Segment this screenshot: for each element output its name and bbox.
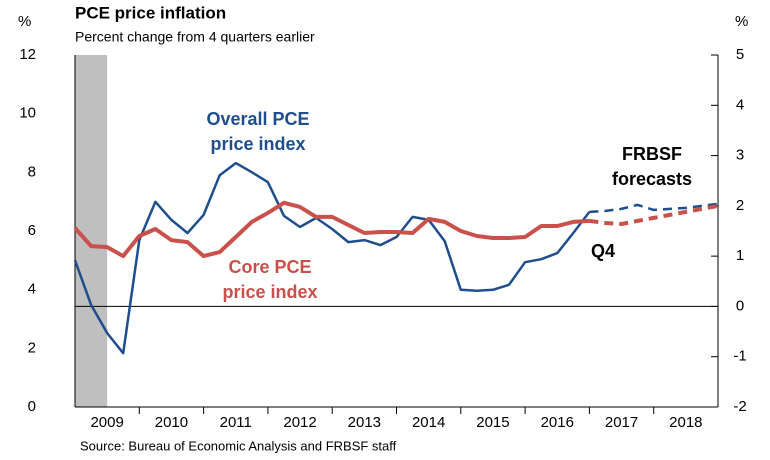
y-tick-label: 10 [19, 105, 36, 122]
y-tick-label: 2 [28, 339, 36, 356]
x-tick-label: 2017 [605, 414, 638, 431]
annotation: Core PCE [228, 257, 311, 277]
y2-tick-label: 3 [736, 147, 744, 164]
y-tick-label: 8 [28, 163, 36, 180]
y2-tick-label: 1 [736, 247, 744, 264]
annotation: Overall PCE [206, 109, 309, 129]
y2-tick-label: 0 [736, 297, 744, 314]
annotation: Q4 [591, 241, 615, 261]
annotation: price index [210, 134, 305, 154]
x-tick-label: 2009 [90, 414, 123, 431]
annotation: price index [222, 282, 317, 302]
x-tick-label: 2018 [669, 414, 702, 431]
y-tick-label: 6 [28, 222, 36, 239]
series-line [589, 203, 719, 226]
y2-tick-label: -2 [733, 398, 746, 415]
chart-subtitle: Percent change from 4 quarters earlier [75, 29, 315, 45]
series-line [73, 200, 590, 259]
y2-axis-label: % [735, 13, 748, 30]
x-tick-label: 2015 [476, 414, 509, 431]
y2-tick-label: -1 [733, 348, 746, 365]
x-tick-label: 2011 [220, 414, 252, 431]
x-tick-label: 2013 [348, 414, 381, 431]
y2-tick-label: 5 [736, 46, 744, 63]
x-tick-label: 2016 [541, 414, 574, 431]
x-tick-label: 2010 [155, 414, 188, 431]
source: Source: Bureau of Economic Analysis and … [80, 438, 397, 453]
x-tick-label: 2014 [412, 414, 445, 431]
y2-tick-label: 4 [736, 96, 744, 113]
annotation: FRBSF [622, 144, 682, 164]
y-tick-label: 0 [28, 398, 36, 415]
y-tick-label: 12 [19, 46, 36, 63]
annotation: forecasts [612, 169, 692, 189]
y-tick-label: 4 [28, 281, 36, 298]
recession-shade [75, 55, 108, 407]
chart-title: PCE price inflation [75, 3, 226, 22]
series-line [73, 161, 591, 355]
x-tick-label: 2012 [283, 414, 316, 431]
y-axis-label: % [18, 13, 31, 30]
y2-tick-label: 2 [736, 197, 744, 214]
series-line [589, 202, 719, 214]
